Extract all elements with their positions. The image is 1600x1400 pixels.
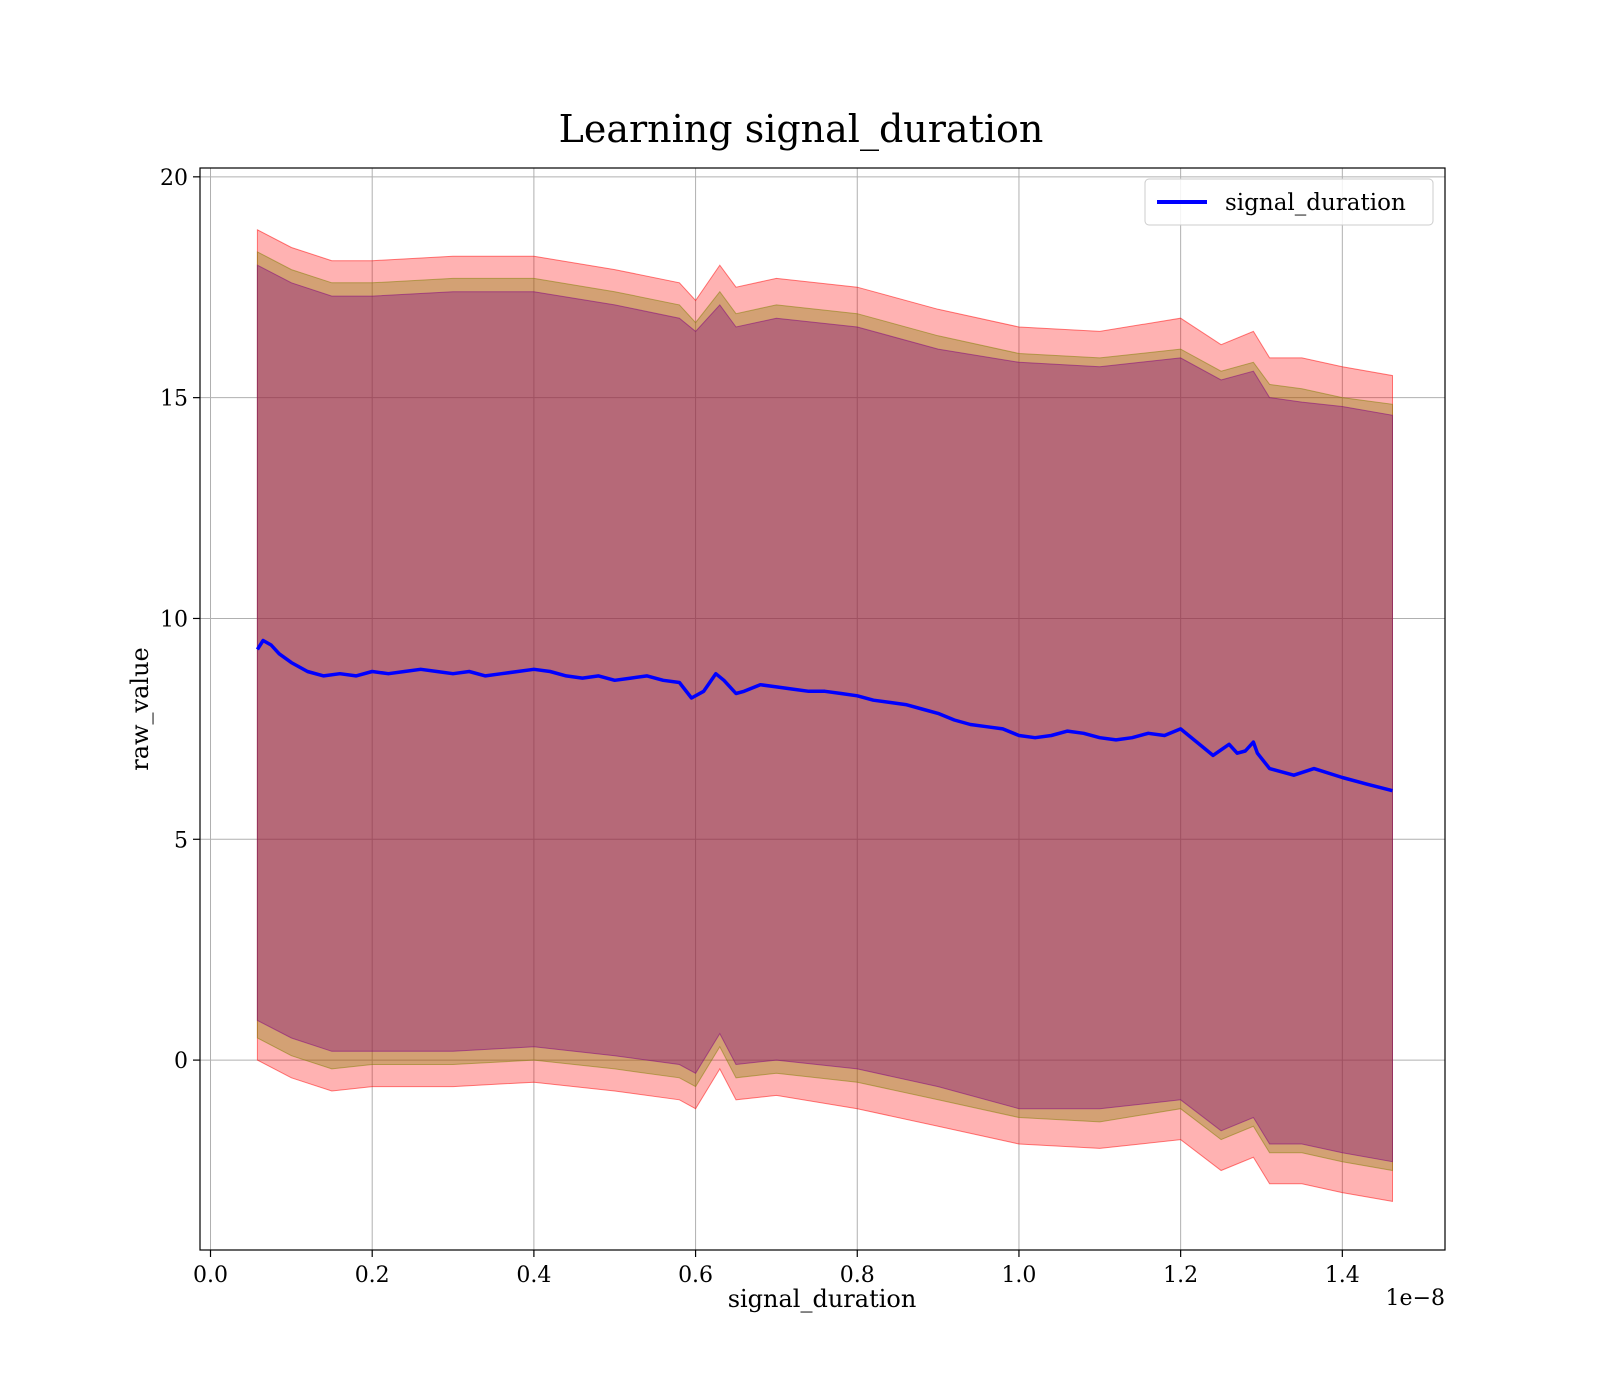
x-tick-label: 0.4 <box>516 1263 551 1288</box>
legend-box <box>1144 178 1434 226</box>
legend-label: signal_duration <box>1225 190 1406 216</box>
x-tick-label: 1.2 <box>1163 1263 1198 1288</box>
series-lines <box>255 638 1393 793</box>
grid <box>200 168 1445 1250</box>
chart-title: Learning signal_duration <box>559 107 1044 152</box>
y-tick-label: 20 <box>160 166 188 191</box>
y-tick-label: 15 <box>160 387 188 412</box>
x-tick-label: 0.8 <box>840 1263 875 1288</box>
x-tick-label: 0.0 <box>193 1263 228 1288</box>
series-line <box>255 638 1393 793</box>
x-tick-label: 0.2 <box>355 1263 390 1288</box>
x-tick-label: 1.0 <box>1001 1263 1036 1288</box>
confidence-bands <box>256 228 1393 1202</box>
y-axis-ticks: 0 5 10 15 20 <box>160 166 200 1074</box>
y-tick-label: 10 <box>160 607 188 632</box>
legend: signal_duration <box>1144 178 1434 226</box>
plot-frame <box>199 167 1446 1251</box>
confidence-band <box>256 251 1393 1172</box>
x-axis-ticks: 0.0 0.2 0.4 0.6 0.8 1.0 1.2 1.4 <box>193 1250 1360 1288</box>
confidence-band <box>256 264 1393 1163</box>
x-tick-label: 1.4 <box>1325 1263 1360 1288</box>
y-axis-label: raw_value <box>126 647 154 771</box>
confidence-band <box>256 228 1393 1202</box>
y-tick-label: 0 <box>174 1049 188 1074</box>
x-tick-label: 0.6 <box>678 1263 713 1288</box>
y-tick-label: 5 <box>174 828 188 853</box>
x-axis-multiplier: 1e−8 <box>1386 1286 1445 1311</box>
x-axis-label: signal_duration <box>728 1285 917 1313</box>
